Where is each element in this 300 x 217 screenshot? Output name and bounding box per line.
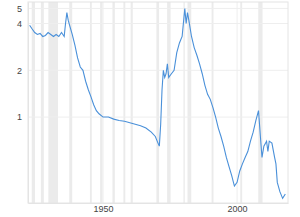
grid-line <box>28 23 288 24</box>
y-tick-label: 5 <box>17 4 22 14</box>
x-tick-label: 2000 <box>228 204 248 214</box>
y-tick: 5 <box>17 4 28 14</box>
y-tick-label: 4 <box>17 19 22 29</box>
y-tick: 4 <box>17 19 28 29</box>
recession-band <box>48 2 58 203</box>
x-tick-label: 1950 <box>94 204 114 214</box>
x-tick: 2000 <box>228 203 248 214</box>
recession-band <box>167 2 170 203</box>
plot: 1 2 4 5 1950 2000 <box>17 2 289 214</box>
grid-line <box>28 70 288 71</box>
grid-line <box>28 117 288 118</box>
x-tick: 1950 <box>94 203 114 214</box>
grid-line <box>237 2 238 203</box>
x-axis-line <box>29 203 289 204</box>
plot-frame <box>28 2 288 203</box>
y-axis: 1 2 4 5 <box>17 3 29 204</box>
x-axis: 1950 2000 <box>29 203 289 214</box>
recession-band <box>212 2 214 203</box>
recession-band <box>183 2 184 203</box>
recession-band <box>100 2 102 203</box>
y-tick-label: 2 <box>17 66 22 76</box>
grid-line <box>28 8 288 9</box>
data-layer <box>28 2 288 203</box>
recession-band <box>131 2 133 203</box>
chart: 1 2 4 5 1950 2000 <box>0 0 300 217</box>
recession-band <box>156 2 159 203</box>
recession-band <box>240 2 242 203</box>
recessions <box>32 2 263 203</box>
y-tick: 2 <box>17 66 28 76</box>
y-tick: 1 <box>17 112 28 122</box>
recession-band <box>123 2 125 203</box>
grid-line <box>103 2 104 203</box>
recession-band <box>112 2 114 203</box>
y-axis-line <box>28 3 29 204</box>
recession-band <box>258 2 262 203</box>
y-tick-label: 1 <box>17 112 22 122</box>
recession-band <box>90 2 92 203</box>
data-line <box>30 8 286 198</box>
recession-band <box>41 2 44 203</box>
grid <box>28 2 288 203</box>
